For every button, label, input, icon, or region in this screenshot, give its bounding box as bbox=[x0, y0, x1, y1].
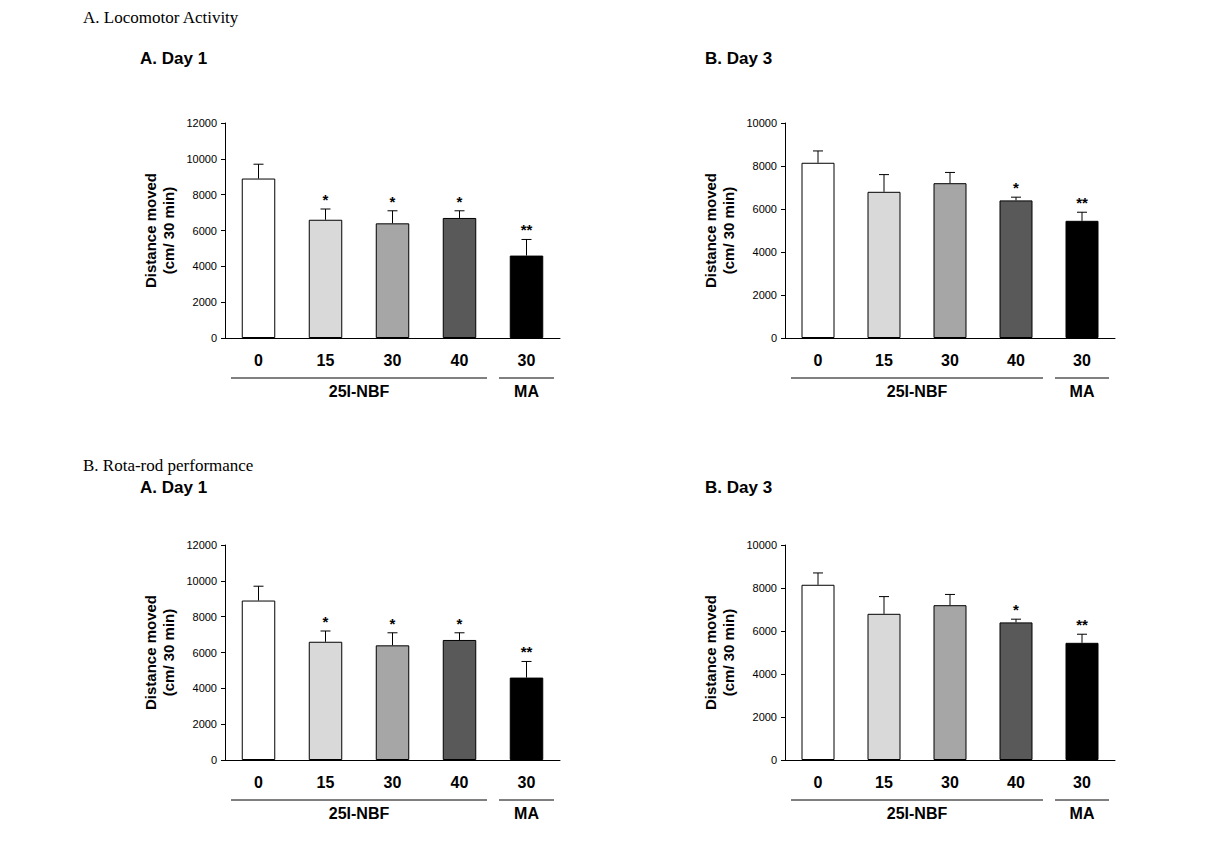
svg-text:40: 40 bbox=[451, 774, 469, 791]
svg-text:A. Day 1: A. Day 1 bbox=[140, 478, 207, 497]
svg-text:Distance moved: Distance moved bbox=[702, 173, 719, 288]
svg-text:Distance moved: Distance moved bbox=[142, 173, 159, 288]
svg-text:0: 0 bbox=[211, 332, 217, 344]
svg-text:8000: 8000 bbox=[753, 160, 777, 172]
svg-text:8000: 8000 bbox=[193, 611, 217, 623]
svg-text:0: 0 bbox=[814, 774, 823, 791]
svg-text:30: 30 bbox=[384, 352, 402, 369]
svg-text:40: 40 bbox=[1007, 774, 1025, 791]
svg-text:12000: 12000 bbox=[186, 539, 217, 551]
svg-text:30: 30 bbox=[1073, 352, 1091, 369]
svg-text:4000: 4000 bbox=[193, 260, 217, 272]
svg-text:25I-NBF: 25I-NBF bbox=[887, 805, 948, 822]
svg-text:30: 30 bbox=[518, 352, 536, 369]
svg-text:MA: MA bbox=[1070, 805, 1095, 822]
svg-text:10000: 10000 bbox=[186, 575, 217, 587]
svg-text:(cm/ 30 min): (cm/ 30 min) bbox=[720, 187, 737, 275]
svg-text:A. Locomotor Activity: A. Locomotor Activity bbox=[83, 8, 239, 27]
svg-text:*: * bbox=[457, 193, 463, 210]
svg-text:B. Day 3: B. Day 3 bbox=[705, 478, 772, 497]
svg-text:25I-NBF: 25I-NBF bbox=[329, 383, 390, 400]
svg-text:6000: 6000 bbox=[753, 625, 777, 637]
svg-text:0: 0 bbox=[771, 754, 777, 766]
svg-text:*: * bbox=[1013, 601, 1019, 618]
svg-text:(cm/ 30 min): (cm/ 30 min) bbox=[160, 609, 177, 697]
svg-text:**: ** bbox=[521, 643, 533, 660]
svg-text:15: 15 bbox=[317, 352, 335, 369]
svg-text:0: 0 bbox=[254, 352, 263, 369]
svg-text:**: ** bbox=[1076, 616, 1088, 633]
svg-text:*: * bbox=[323, 613, 329, 630]
svg-text:15: 15 bbox=[875, 352, 893, 369]
svg-text:B. Day 3: B. Day 3 bbox=[705, 49, 772, 68]
svg-text:6000: 6000 bbox=[753, 203, 777, 215]
svg-text:15: 15 bbox=[875, 774, 893, 791]
svg-text:*: * bbox=[1013, 179, 1019, 196]
svg-text:MA: MA bbox=[514, 383, 539, 400]
svg-text:0: 0 bbox=[254, 774, 263, 791]
svg-text:Distance moved: Distance moved bbox=[702, 595, 719, 710]
svg-text:MA: MA bbox=[1070, 383, 1095, 400]
svg-text:12000: 12000 bbox=[186, 117, 217, 129]
svg-text:30: 30 bbox=[941, 774, 959, 791]
svg-text:6000: 6000 bbox=[193, 225, 217, 237]
svg-text:0: 0 bbox=[814, 352, 823, 369]
svg-text:6000: 6000 bbox=[193, 647, 217, 659]
svg-text:4000: 4000 bbox=[193, 682, 217, 694]
svg-text:8000: 8000 bbox=[753, 582, 777, 594]
svg-text:**: ** bbox=[1076, 194, 1088, 211]
svg-text:0: 0 bbox=[211, 754, 217, 766]
svg-text:*: * bbox=[390, 193, 396, 210]
svg-text:MA: MA bbox=[514, 805, 539, 822]
svg-text:40: 40 bbox=[451, 352, 469, 369]
svg-text:40: 40 bbox=[1007, 352, 1025, 369]
svg-text:B. Rota-rod performance: B. Rota-rod performance bbox=[83, 456, 253, 475]
svg-text:30: 30 bbox=[518, 774, 536, 791]
svg-text:30: 30 bbox=[1073, 774, 1091, 791]
svg-text:25I-NBF: 25I-NBF bbox=[329, 805, 390, 822]
svg-text:(cm/ 30 min): (cm/ 30 min) bbox=[160, 187, 177, 275]
svg-text:(cm/ 30 min): (cm/ 30 min) bbox=[720, 609, 737, 697]
svg-text:A. Day 1: A. Day 1 bbox=[140, 49, 207, 68]
svg-text:2000: 2000 bbox=[753, 289, 777, 301]
svg-text:30: 30 bbox=[384, 774, 402, 791]
svg-text:2000: 2000 bbox=[193, 718, 217, 730]
svg-text:30: 30 bbox=[941, 352, 959, 369]
svg-text:2000: 2000 bbox=[753, 711, 777, 723]
svg-text:0: 0 bbox=[771, 332, 777, 344]
svg-text:10000: 10000 bbox=[746, 117, 777, 129]
svg-text:Distance moved: Distance moved bbox=[142, 595, 159, 710]
svg-text:2000: 2000 bbox=[193, 296, 217, 308]
svg-text:**: ** bbox=[521, 221, 533, 238]
svg-text:25I-NBF: 25I-NBF bbox=[887, 383, 948, 400]
svg-text:*: * bbox=[457, 615, 463, 632]
svg-text:10000: 10000 bbox=[186, 153, 217, 165]
svg-text:4000: 4000 bbox=[753, 246, 777, 258]
svg-text:*: * bbox=[390, 615, 396, 632]
svg-text:8000: 8000 bbox=[193, 189, 217, 201]
svg-text:10000: 10000 bbox=[746, 539, 777, 551]
svg-text:4000: 4000 bbox=[753, 668, 777, 680]
svg-text:*: * bbox=[323, 191, 329, 208]
svg-text:15: 15 bbox=[317, 774, 335, 791]
